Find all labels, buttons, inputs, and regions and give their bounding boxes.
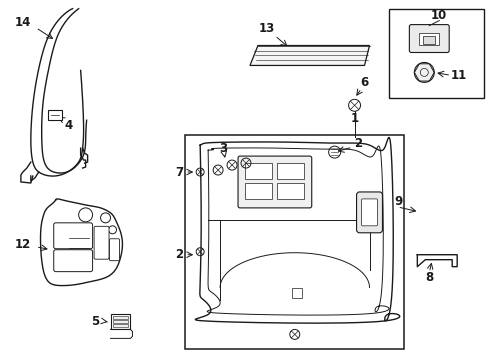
Bar [423,36,434,44]
Bar [185,135,404,349]
Bar [244,163,271,179]
Text: 12: 12 [15,238,31,251]
Text: 9: 9 [394,195,402,208]
Bar [244,183,271,199]
Bar [112,316,128,319]
Bar [48,110,61,120]
FancyBboxPatch shape [408,24,448,53]
FancyBboxPatch shape [356,192,382,233]
Text: 6: 6 [360,76,368,89]
FancyBboxPatch shape [361,199,377,226]
Text: 14: 14 [15,16,31,29]
Bar [110,315,130,329]
Text: 3: 3 [219,141,227,155]
Text: 7: 7 [175,166,183,179]
Polygon shape [249,45,369,66]
Bar [276,183,303,199]
FancyBboxPatch shape [238,156,311,208]
Text: 10: 10 [430,9,447,22]
Text: 5: 5 [91,315,100,328]
Text: 2: 2 [175,248,183,261]
Polygon shape [413,64,433,81]
Bar [388,9,483,98]
Text: 2: 2 [354,137,362,150]
FancyBboxPatch shape [94,226,109,259]
FancyBboxPatch shape [54,250,92,272]
Bar [276,163,303,179]
Bar [112,320,128,323]
Text: 11: 11 [450,69,467,82]
Bar [291,288,301,298]
Bar [112,324,128,328]
Text: 13: 13 [258,22,274,35]
Bar [419,32,438,45]
Text: 4: 4 [64,119,73,132]
Text: 8: 8 [424,271,432,284]
Text: 1: 1 [350,112,358,125]
FancyBboxPatch shape [54,223,92,249]
FancyBboxPatch shape [109,239,119,261]
